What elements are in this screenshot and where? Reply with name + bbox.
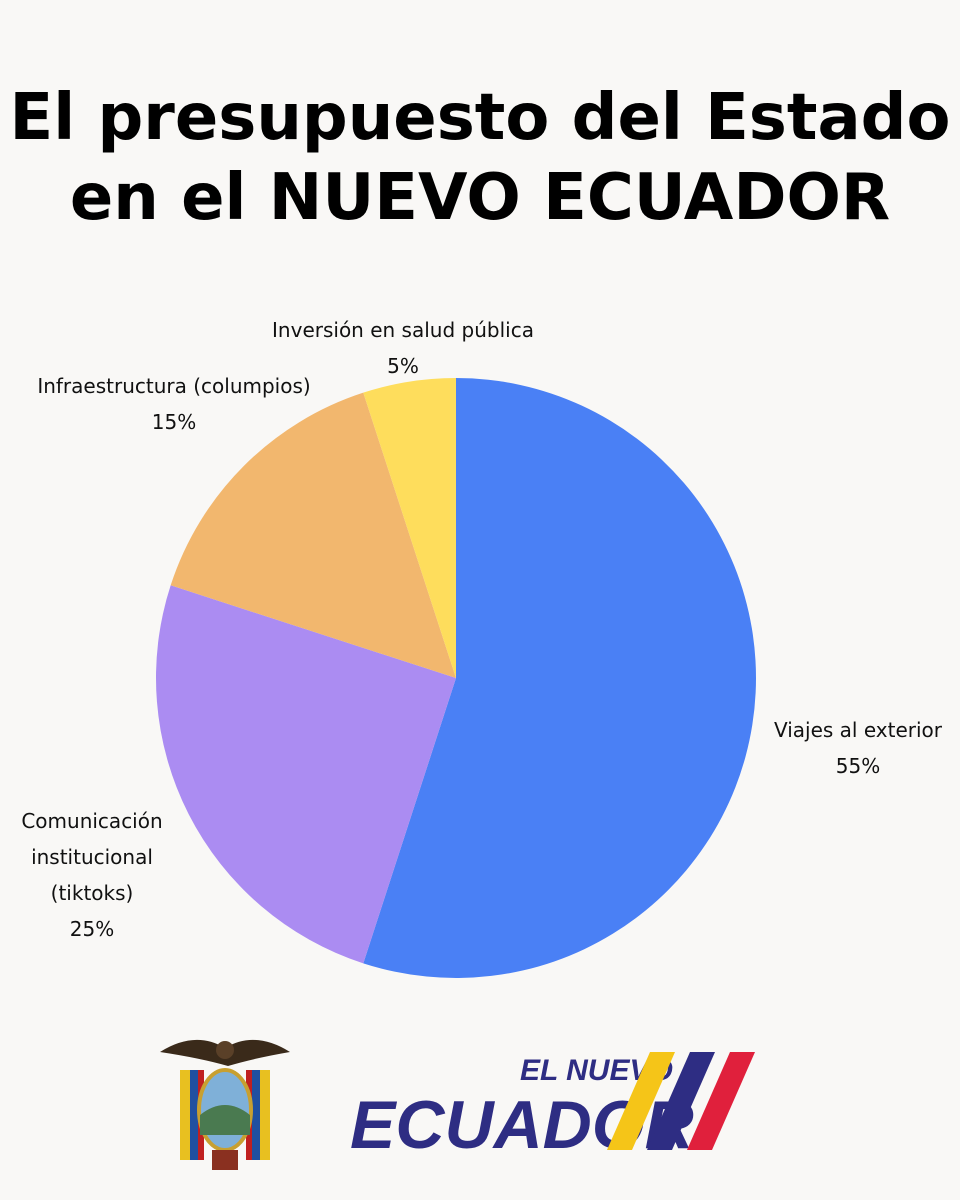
category-label: Infraestructura (columpios) bbox=[37, 374, 311, 398]
category-label: Viajes al exterior bbox=[773, 718, 943, 742]
slice-label: Comunicación institucional (tiktoks) 25% bbox=[7, 803, 177, 947]
pie-slice bbox=[170, 392, 456, 678]
value-label: 25% bbox=[69, 917, 115, 941]
slice-label: Inversión en salud pública 5% bbox=[243, 312, 563, 384]
title-line: El presupuesto del Estado bbox=[9, 81, 951, 155]
value-label: 55% bbox=[835, 754, 881, 778]
value-label: 15% bbox=[151, 410, 197, 434]
brand-logo: EL NUEVO ECUADOR bbox=[350, 1052, 755, 1163]
pie-slice bbox=[363, 378, 456, 678]
chart-title: El presupuesto del Estado en el NUEVO EC… bbox=[0, 78, 960, 238]
title-line: en el NUEVO ECUADOR bbox=[69, 161, 891, 235]
value-label: 5% bbox=[387, 354, 419, 378]
category-label: Comunicación institucional (tiktoks) bbox=[21, 809, 163, 905]
slice-label: Viajes al exterior 55% bbox=[758, 712, 958, 784]
slice-label: Infraestructura (columpios) 15% bbox=[4, 368, 344, 440]
category-label: Inversión en salud pública bbox=[272, 318, 534, 342]
pie-slice bbox=[363, 378, 756, 978]
coat-of-arms bbox=[160, 1039, 290, 1170]
pie-slice bbox=[155, 585, 457, 964]
